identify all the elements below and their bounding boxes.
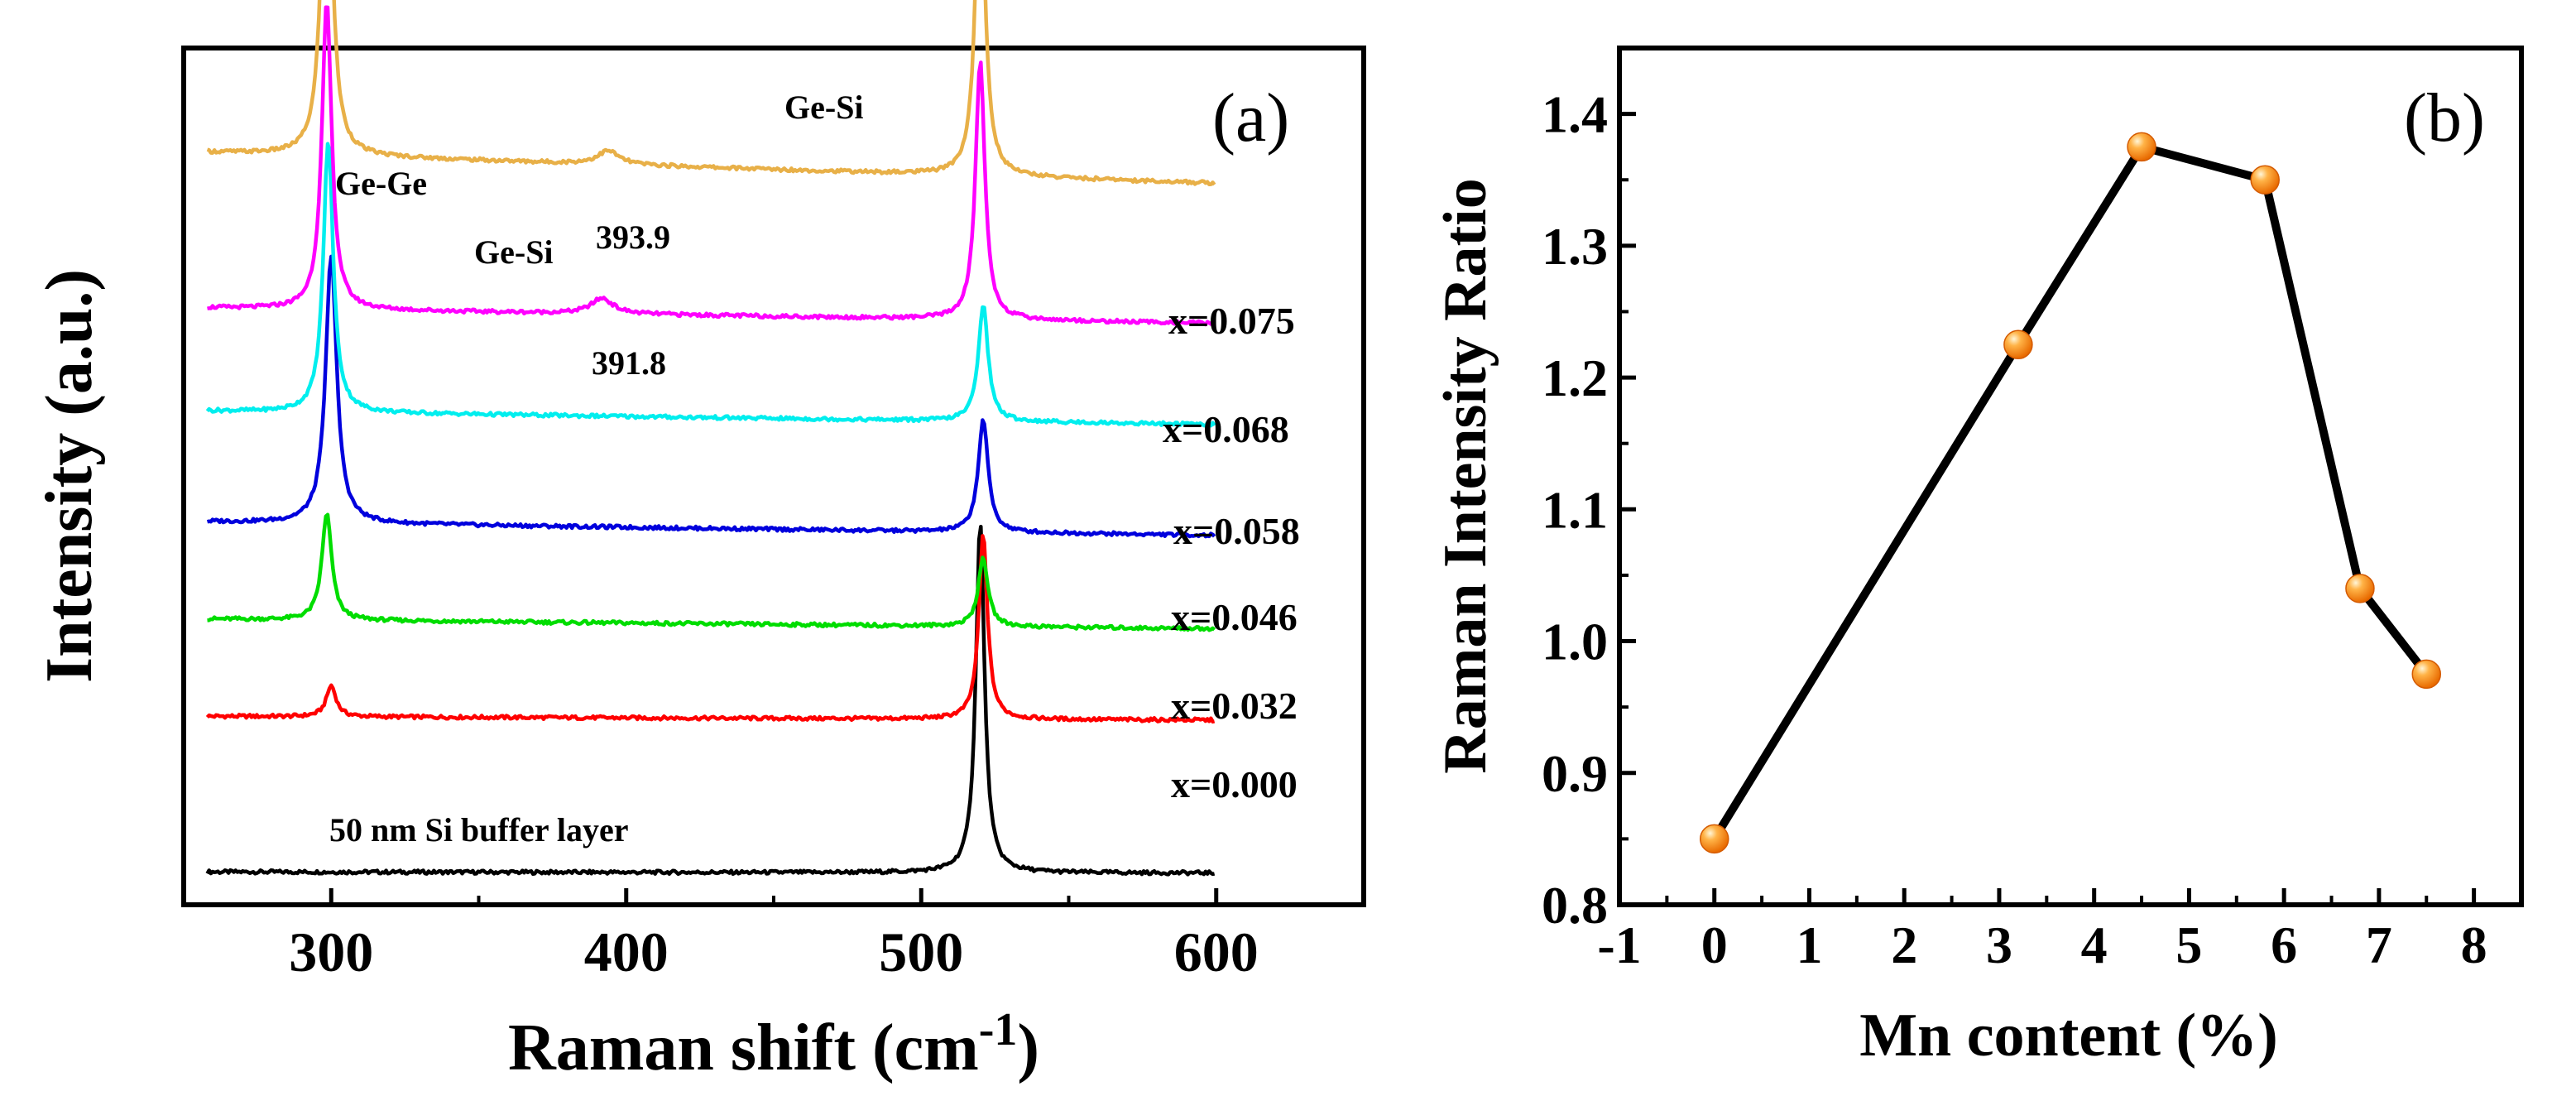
panel-b-y-axis-title: Raman Intensity Ratio <box>1432 178 1499 773</box>
ratio-data-point <box>2003 329 2033 360</box>
x-tick-label: 6 <box>2271 916 2297 974</box>
x-tick-label: 7 <box>2366 916 2392 974</box>
x-tick-label: 0 <box>1701 916 1728 974</box>
y-tick-label: 0.9 <box>1542 744 1608 803</box>
spectrum-line <box>207 512 1216 632</box>
panel-a-label: (a) <box>1212 79 1289 156</box>
spectrum-line <box>205 534 1216 724</box>
y-tick-label: 1.3 <box>1542 217 1608 276</box>
sample-label: x=0.000 <box>1171 763 1298 805</box>
x-tick-label: 8 <box>2461 916 2487 974</box>
intensity-ratio-panel: -1 0 1 2 3 4 5 6 7 8 0.8 0.9 1.0 1.1 1.2 1.3 1.4 (b) Mn … <box>1432 46 2524 1070</box>
panel-a-spectra <box>205 0 1216 877</box>
spectrum-line <box>207 5 1216 327</box>
panel-a-x-axis-title: Raman shift (cm-1) <box>508 1004 1039 1084</box>
x-tick-label: 1 <box>1796 916 1822 974</box>
panel-b-x-axis-title: Mn content (%) <box>1859 1002 2278 1070</box>
y-tick-label: 0.8 <box>1542 876 1608 935</box>
x-tick-label: 300 <box>289 921 373 983</box>
panel-b-series <box>1699 132 2442 854</box>
sample-label: x=0.046 <box>1171 596 1298 638</box>
ratio-data-point <box>1699 824 1729 854</box>
x-tick-label: 3 <box>1986 916 2012 974</box>
y-tick-label: 1.0 <box>1542 613 1608 671</box>
ratio-data-point <box>2127 132 2156 162</box>
y-tick-label: 1.1 <box>1542 480 1608 539</box>
peak-label-ge-si-mid: Ge-Si <box>474 233 554 271</box>
panel-a-y-axis-title: Intensity (a.u.) <box>33 269 106 683</box>
raman-spectra-panel: 300 400 500 600 (a) Ge-Si Ge-Ge Ge-Si 393.9… <box>33 0 1366 1084</box>
panel-b-ticks: -1 0 1 2 3 4 5 6 7 8 0.8 0.9 1.0 1.1 1.2 1.3 1.4 <box>1542 85 2487 974</box>
ratio-data-point <box>2250 165 2280 195</box>
y-tick-label: 1.4 <box>1542 85 1608 144</box>
y-tick-label: 1.2 <box>1542 348 1608 407</box>
peak-label-393-9: 393.9 <box>596 219 670 256</box>
spectrum-line <box>205 524 1216 877</box>
buffer-layer-label: 50 nm Si buffer layer <box>329 811 628 848</box>
spectrum-line <box>206 254 1216 539</box>
panel-a-x-ticks: 300 400 500 600 <box>289 888 1259 983</box>
peak-label-ge-ge: Ge-Ge <box>335 165 427 202</box>
x-tick-label: 600 <box>1174 921 1259 983</box>
x-tick-label: 4 <box>2081 916 2108 974</box>
peak-label-ge-si-top: Ge-Si <box>784 89 864 126</box>
sample-label: x=0.032 <box>1171 685 1298 727</box>
panel-b-label: (b) <box>2404 79 2485 156</box>
spectrum-line <box>205 142 1216 428</box>
ratio-data-point <box>2411 659 2442 690</box>
ratio-line <box>1710 142 2430 842</box>
sample-label: x=0.058 <box>1173 510 1300 552</box>
x-tick-label: 400 <box>584 921 669 983</box>
sample-label: x=0.068 <box>1163 408 1289 450</box>
x-tick-label: 500 <box>879 921 963 983</box>
x-tick-label: -1 <box>1597 916 1641 974</box>
peak-label-391-8: 391.8 <box>592 344 666 382</box>
x-tick-label: 5 <box>2175 916 2202 974</box>
spectrum-line <box>206 0 1216 187</box>
x-tick-label: 2 <box>1891 916 1917 974</box>
panel-b-frame <box>1617 46 2524 907</box>
ratio-data-point <box>2345 574 2375 603</box>
sample-label: x=0.075 <box>1168 300 1295 342</box>
